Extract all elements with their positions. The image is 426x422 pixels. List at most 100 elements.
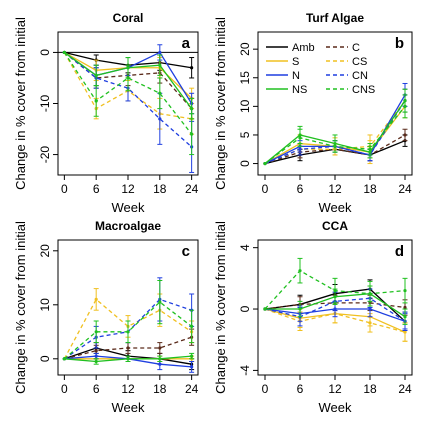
data-point bbox=[158, 117, 162, 121]
data-point bbox=[190, 107, 194, 111]
data-point bbox=[190, 365, 194, 369]
data-point bbox=[263, 161, 267, 166]
panel-coral: Coral 0 6 12 18 24 0 -10 -20 Week Change in % cove… bbox=[13, 11, 199, 215]
y-tick-label: 10 bbox=[238, 99, 252, 113]
data-point bbox=[158, 357, 162, 361]
y-tick-label: 10 bbox=[38, 298, 52, 312]
y-tick-label: 20 bbox=[38, 244, 52, 258]
panel-title: CCA bbox=[322, 219, 348, 233]
x-axis-title: Week bbox=[112, 200, 145, 215]
legend-item-cs: CS bbox=[326, 56, 367, 68]
y-tick-label: -4 bbox=[238, 365, 252, 376]
data-point bbox=[403, 330, 407, 334]
x-tick-label: 6 bbox=[297, 382, 304, 396]
legend-label: CNS bbox=[352, 84, 375, 96]
x-axis-title: Week bbox=[319, 400, 352, 415]
y-tick-label: 4 bbox=[238, 244, 252, 251]
panel-macroalgae: Macroalgae 0 6 12 18 24 0 10 20 Week Change in % c… bbox=[13, 219, 199, 415]
y-axis-title: Change in % cover from initial bbox=[213, 17, 228, 190]
data-point bbox=[94, 297, 98, 301]
data-point bbox=[368, 307, 372, 311]
x-tick-label: 6 bbox=[93, 382, 100, 396]
x-tick-label: 6 bbox=[297, 182, 304, 196]
legend-label: Amb bbox=[292, 42, 315, 54]
x-tick-label: 18 bbox=[153, 382, 167, 396]
x-tick-label: 24 bbox=[398, 382, 412, 396]
y-tick-label: 20 bbox=[238, 42, 252, 56]
data-point bbox=[298, 269, 302, 273]
data-point bbox=[190, 324, 194, 328]
data-point bbox=[158, 50, 162, 55]
legend-item-amb: Amb bbox=[266, 42, 315, 54]
data-point bbox=[333, 289, 337, 293]
y-tick-label: 0 bbox=[238, 160, 252, 167]
x-axis-title: Week bbox=[319, 200, 352, 215]
y-tick-label: 0 bbox=[38, 355, 52, 362]
data-point bbox=[158, 300, 162, 304]
data-point bbox=[126, 357, 130, 361]
x-tick-label: 12 bbox=[328, 182, 342, 196]
series-line-cn bbox=[264, 297, 406, 322]
panel-turf-algae: Turf Algae 0 6 12 18 24 0 5 10 15 20 Week Change in … bbox=[213, 11, 413, 215]
panel-cca: CCA 0 6 12 18 24 -4 0 4 Week Change in % cover fro… bbox=[213, 219, 413, 415]
panel-title: Coral bbox=[113, 11, 144, 25]
data-point bbox=[158, 362, 162, 366]
legend-label: CS bbox=[352, 56, 367, 68]
legend-item-c: C bbox=[326, 42, 360, 54]
data-point bbox=[298, 136, 302, 140]
y-axis-title: Change in % cover from initial bbox=[13, 17, 28, 190]
data-point bbox=[403, 104, 407, 108]
x-tick-label: 0 bbox=[61, 182, 68, 196]
data-point bbox=[403, 133, 407, 137]
data-point bbox=[368, 321, 372, 325]
y-tick-label: -20 bbox=[38, 146, 52, 164]
x-tick-label: 12 bbox=[121, 182, 135, 196]
panel-title: Turf Algae bbox=[306, 11, 364, 25]
data-point bbox=[94, 349, 98, 353]
legend-label: NS bbox=[292, 84, 307, 96]
series-ns bbox=[62, 352, 195, 365]
panel-letter: a bbox=[182, 35, 191, 52]
series-line-cs bbox=[63, 298, 193, 360]
y-axis-title: Change in % cover from initial bbox=[213, 221, 228, 394]
x-tick-label: 18 bbox=[363, 182, 377, 196]
panel-title: Macroalgae bbox=[95, 219, 161, 233]
panel-letter: c bbox=[182, 243, 190, 260]
x-tick-label: 24 bbox=[185, 182, 199, 196]
data-point bbox=[298, 307, 302, 311]
x-tick-label: 12 bbox=[121, 382, 135, 396]
data-point bbox=[190, 66, 194, 70]
legend-label: N bbox=[292, 70, 300, 82]
data-point bbox=[368, 147, 372, 151]
legend-item-s: S bbox=[266, 56, 299, 68]
data-point bbox=[403, 315, 407, 319]
legend-item-ns: NS bbox=[266, 84, 307, 96]
plot-frame bbox=[57, 31, 199, 176]
legend-item-cn: CN bbox=[326, 70, 368, 82]
series-cns bbox=[263, 94, 408, 166]
panel-letter: b bbox=[395, 35, 404, 52]
legend-label: C bbox=[352, 42, 360, 54]
data-point bbox=[62, 357, 66, 361]
data-point bbox=[126, 346, 130, 350]
legend-item-cns: CNS bbox=[326, 84, 375, 96]
y-tick-label: 0 bbox=[38, 49, 52, 56]
x-tick-label: 6 bbox=[93, 182, 100, 196]
data-point bbox=[126, 76, 130, 80]
data-point bbox=[190, 354, 194, 358]
data-point bbox=[333, 144, 337, 148]
series-cns bbox=[62, 50, 195, 156]
y-tick-label: 0 bbox=[238, 305, 252, 312]
data-point bbox=[94, 73, 98, 78]
data-point bbox=[190, 132, 194, 136]
series-cns bbox=[62, 280, 195, 361]
data-point bbox=[126, 330, 130, 334]
x-axis-title: Week bbox=[112, 400, 145, 415]
data-point bbox=[368, 292, 372, 296]
data-point bbox=[62, 50, 66, 55]
x-tick-label: 24 bbox=[185, 382, 199, 396]
x-tick-label: 0 bbox=[262, 182, 269, 196]
data-point bbox=[298, 147, 302, 151]
data-point bbox=[94, 99, 98, 103]
